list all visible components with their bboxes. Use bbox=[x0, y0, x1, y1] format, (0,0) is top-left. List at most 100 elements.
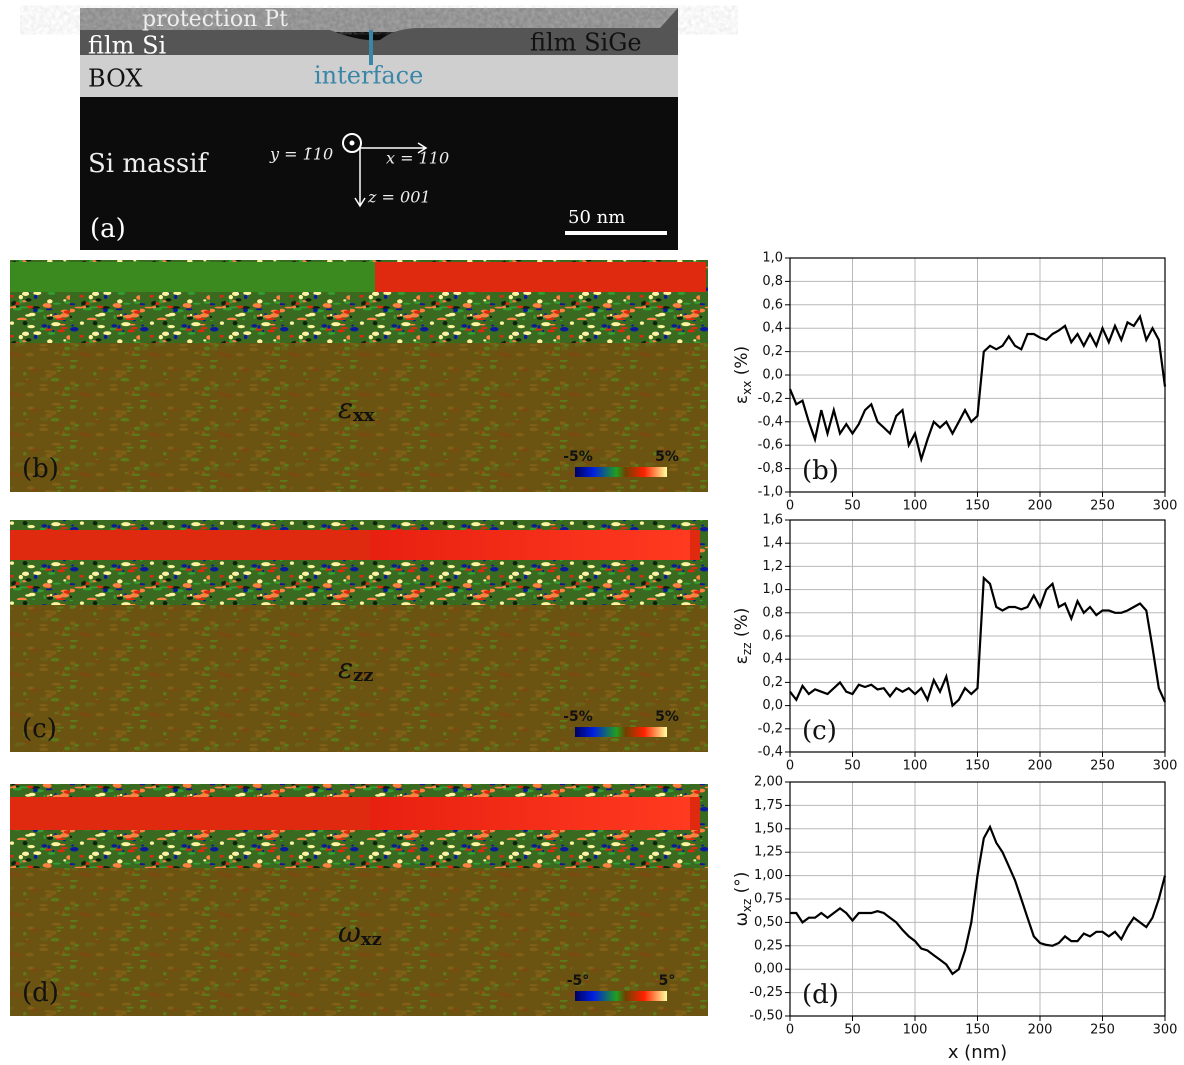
scale-bar bbox=[565, 231, 667, 235]
x-tick-label: 250 bbox=[1090, 1023, 1115, 1038]
y-sub: zz bbox=[740, 643, 754, 656]
y-symbol: ε bbox=[732, 655, 752, 664]
tem-label: protection Pt bbox=[142, 7, 288, 32]
y-unit: (%) bbox=[732, 346, 752, 381]
chart-annotation: (c) bbox=[802, 716, 837, 746]
x-tick-label: 150 bbox=[965, 1023, 990, 1038]
x-tick-label: 50 bbox=[844, 1023, 861, 1038]
y-tick-label: 0,2 bbox=[762, 675, 783, 690]
y-tick-label: 0,2 bbox=[762, 344, 783, 359]
x-tick-label: 100 bbox=[903, 759, 928, 774]
y-tick-label: -0,2 bbox=[758, 721, 783, 736]
chart-annotation: (b) bbox=[802, 456, 839, 486]
tem-label: (a) bbox=[90, 214, 126, 244]
x-tick-label: 300 bbox=[1153, 1023, 1178, 1038]
map-symbol: ωxz bbox=[338, 916, 382, 951]
axis-out bbox=[342, 133, 362, 153]
chart-annotation: (d) bbox=[802, 980, 839, 1010]
y-unit: (°) bbox=[732, 872, 752, 899]
map-panel: (c) bbox=[22, 714, 57, 744]
plot-frame bbox=[789, 781, 1166, 1017]
colorbar-min: -5% bbox=[563, 709, 593, 725]
axis-arrows bbox=[354, 142, 428, 208]
colorbar-min: -5° bbox=[567, 973, 590, 989]
colorbar-max: 5° bbox=[659, 973, 676, 989]
tem-label: Si massif bbox=[88, 149, 210, 179]
x-tick-label: 0 bbox=[786, 759, 794, 774]
y-tick-label: 1,50 bbox=[754, 821, 783, 836]
symbol: ε bbox=[338, 392, 353, 425]
y-tick-label: 0,25 bbox=[754, 938, 783, 953]
y-unit: (%) bbox=[732, 608, 752, 643]
tem-box bbox=[80, 55, 678, 97]
y-tick-label: 0,75 bbox=[754, 892, 783, 907]
y-tick-label: 1,4 bbox=[762, 536, 783, 551]
map-symbol: εzz bbox=[338, 652, 373, 687]
x-tick-label: 0 bbox=[786, 1023, 794, 1038]
x-tick-label: 150 bbox=[965, 759, 990, 774]
y-tick-label: 1,0 bbox=[762, 251, 783, 266]
colorbar-max: 5% bbox=[655, 709, 679, 725]
y-tick-label: -0,2 bbox=[758, 391, 783, 406]
y-tick-label: 1,6 bbox=[762, 513, 783, 528]
x-tick-label: 200 bbox=[1028, 1023, 1053, 1038]
y-tick-label: 0,4 bbox=[762, 652, 783, 667]
y-sub: xx bbox=[740, 381, 754, 395]
y-tick-label: -0,25 bbox=[749, 985, 783, 1000]
map-film bbox=[10, 262, 375, 292]
tem-film bbox=[80, 8, 678, 55]
subscript: zz bbox=[353, 665, 373, 686]
tem-label: 50 nm bbox=[568, 207, 625, 228]
tem-label: BOX bbox=[88, 65, 142, 93]
y-tick-label: -0,4 bbox=[758, 745, 783, 760]
y-axis-label: εzz (%) bbox=[732, 608, 754, 665]
colorbar bbox=[575, 727, 667, 737]
y-axis-label: εxx (%) bbox=[732, 346, 754, 404]
map-panel: (b) bbox=[22, 454, 59, 484]
map-film bbox=[375, 262, 706, 292]
y-tick-label: 0,8 bbox=[762, 605, 783, 620]
x-tick-label: 100 bbox=[903, 499, 928, 514]
y-tick-label: 0,0 bbox=[762, 368, 783, 383]
data-line bbox=[789, 575, 1167, 708]
y-tick-label: -0,8 bbox=[758, 461, 783, 476]
subscript: xx bbox=[353, 405, 375, 426]
tem-label: film SiGe bbox=[530, 29, 642, 57]
tem-label: interface bbox=[314, 62, 423, 90]
plot-frame bbox=[789, 519, 1166, 753]
subscript: xz bbox=[361, 929, 382, 950]
x-tick-label: 50 bbox=[844, 759, 861, 774]
x-tick-label: 0 bbox=[786, 499, 794, 514]
y-tick-label: -0,4 bbox=[758, 414, 783, 429]
x-tick-label: 300 bbox=[1153, 499, 1178, 514]
tem-label: film Si bbox=[88, 32, 167, 60]
symbol: ω bbox=[338, 916, 361, 949]
y-tick-label: -0,50 bbox=[749, 1009, 783, 1024]
x-tick-label: 150 bbox=[965, 499, 990, 514]
map-film-hi bbox=[370, 797, 690, 830]
x-tick-label: 300 bbox=[1153, 759, 1178, 774]
y-symbol: ω bbox=[732, 912, 752, 926]
colorbar bbox=[575, 991, 667, 1001]
tem-label: z = 001 bbox=[367, 188, 431, 207]
y-tick-label: 0,6 bbox=[762, 629, 783, 644]
x-tick-label: 50 bbox=[844, 499, 861, 514]
y-tick-label: -0,6 bbox=[758, 438, 783, 453]
map-symbol: εxx bbox=[338, 392, 375, 427]
y-tick-label: 0,8 bbox=[762, 274, 783, 289]
y-tick-label: 1,00 bbox=[754, 868, 783, 883]
y-tick-label: -1,0 bbox=[758, 485, 783, 500]
y-axis-label: ωxz (°) bbox=[732, 872, 754, 927]
x-tick-label: 250 bbox=[1090, 759, 1115, 774]
x-tick-label: 200 bbox=[1028, 499, 1053, 514]
plot-frame bbox=[789, 257, 1166, 493]
y-tick-label: 0,50 bbox=[754, 915, 783, 930]
y-tick-label: 1,75 bbox=[754, 798, 783, 813]
map-film-hi bbox=[370, 530, 690, 560]
y-tick-label: 2,00 bbox=[754, 775, 783, 790]
colorbar bbox=[575, 467, 667, 477]
symbol: ε bbox=[338, 652, 353, 685]
colorbar-max: 5% bbox=[655, 449, 679, 465]
data-line bbox=[790, 824, 1167, 976]
